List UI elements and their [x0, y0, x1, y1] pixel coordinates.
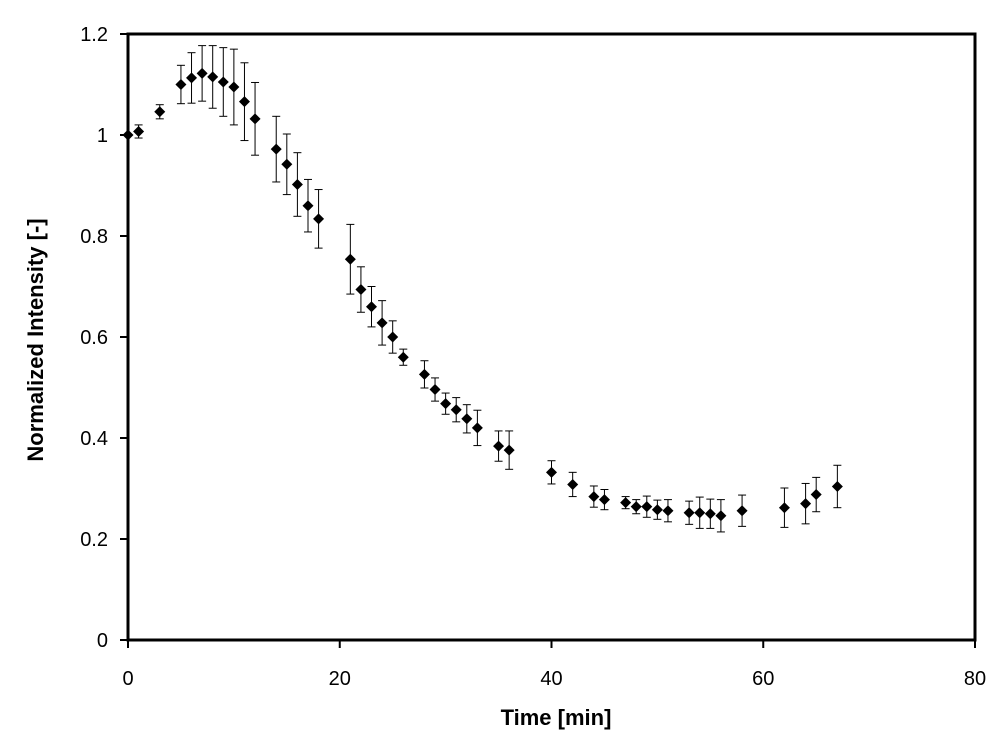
- data-point: [567, 478, 579, 490]
- data-point: [450, 404, 462, 416]
- data-point: [186, 72, 198, 84]
- data-point: [397, 351, 409, 363]
- y-tick-label: 0.2: [80, 529, 108, 551]
- data-point: [503, 444, 515, 456]
- data-point: [736, 505, 748, 517]
- x-tick-labels: 0 20 40 60 80: [122, 668, 986, 690]
- data-point: [810, 489, 822, 501]
- error-bars: [134, 45, 842, 533]
- x-tick-label: 60: [752, 668, 774, 690]
- y-tick-label: 1: [97, 125, 108, 147]
- data-point: [228, 81, 240, 93]
- data-point: [471, 422, 483, 434]
- data-point: [778, 502, 790, 514]
- axis-ticks: [120, 33, 976, 648]
- data-point: [662, 505, 674, 517]
- x-tick-label: 40: [540, 668, 562, 690]
- data-point: [355, 284, 367, 296]
- data-point: [175, 79, 187, 90]
- data-point: [546, 466, 557, 478]
- data-point: [461, 413, 473, 425]
- data-point: [598, 494, 610, 506]
- data-point: [281, 158, 293, 170]
- y-tick-labels: 0 0.2 0.4 0.6 0.8 1 1.2: [80, 24, 108, 652]
- data-point: [302, 200, 314, 212]
- data-point: [196, 67, 208, 79]
- data-point: [630, 501, 642, 513]
- data-point: [493, 440, 505, 452]
- x-tick-label: 80: [964, 668, 986, 690]
- y-tick-label: 0: [97, 630, 108, 652]
- x-tick-label: 20: [329, 668, 351, 690]
- data-point: [207, 71, 219, 83]
- data-point: [429, 384, 441, 396]
- data-point: [620, 497, 632, 509]
- data-point: [217, 76, 229, 88]
- y-tick-label: 0.8: [80, 226, 108, 248]
- data-point: [641, 501, 653, 513]
- data-point: [694, 507, 706, 519]
- data-point: [376, 317, 388, 329]
- data-point: [683, 507, 695, 519]
- y-tick-label: 1.2: [80, 24, 108, 46]
- data-point: [366, 301, 378, 313]
- data-point: [270, 143, 282, 155]
- data-point: [344, 253, 356, 265]
- data-point: [704, 508, 716, 520]
- x-axis-title: Time [min]: [501, 705, 612, 730]
- data-point: [313, 213, 325, 225]
- data-point: [800, 498, 812, 510]
- data-point: [440, 398, 452, 410]
- data-point: [154, 106, 166, 118]
- x-tick-label: 0: [122, 668, 133, 690]
- y-axis-title: Normalized Intensity [-]: [23, 218, 48, 461]
- data-point: [238, 96, 250, 108]
- data-point: [715, 510, 727, 522]
- data-point: [133, 125, 145, 137]
- data-point: [291, 178, 303, 190]
- data-point: [249, 113, 261, 125]
- data-point: [387, 331, 399, 343]
- data-point: [588, 491, 600, 503]
- y-tick-label: 0.4: [80, 428, 108, 450]
- data-point: [651, 504, 663, 516]
- data-point: [831, 480, 843, 492]
- y-tick-label: 0.6: [80, 327, 108, 349]
- data-points: [122, 67, 843, 522]
- data-point: [122, 129, 134, 141]
- data-point: [418, 368, 430, 380]
